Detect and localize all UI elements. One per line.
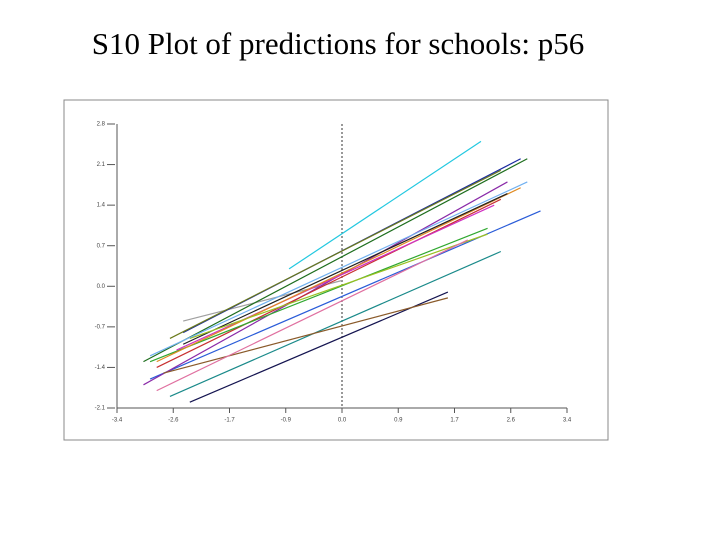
x-tick-label: 2.6 — [507, 418, 516, 424]
chart-title: S10 Plot of predictions for schools: p56 — [91, 26, 585, 61]
school-line — [189, 233, 488, 340]
school-line — [176, 204, 495, 351]
school-line — [143, 181, 508, 386]
y-tick-label: 2.1 — [97, 162, 106, 168]
school-line — [169, 169, 502, 339]
y-tick-label: -1.4 — [95, 365, 106, 371]
school-line — [182, 193, 508, 345]
x-tick-label: 0.0 — [338, 418, 347, 424]
y-tick-label: 0.0 — [97, 284, 106, 290]
y-tick-label: 1.4 — [97, 203, 106, 209]
school-line — [156, 198, 502, 368]
x-tick-label: -2.6 — [168, 418, 179, 424]
school-line — [189, 291, 449, 403]
y-tick-label: 0.7 — [97, 243, 106, 249]
school-line — [169, 250, 502, 397]
school-line — [143, 158, 528, 363]
x-tick-label: -0.9 — [281, 418, 292, 424]
school-line — [163, 297, 449, 374]
x-tick-label: -1.7 — [224, 418, 235, 424]
school-line — [149, 181, 528, 357]
x-tick-label: 1.7 — [450, 418, 459, 424]
school-line — [288, 140, 482, 270]
school-line — [156, 187, 521, 363]
x-tick-label: 0.9 — [394, 418, 403, 424]
x-tick-label: -3.4 — [112, 418, 123, 424]
school-line — [156, 239, 468, 392]
y-tick-label: -0.7 — [95, 324, 106, 330]
school-line — [149, 227, 488, 363]
y-tick-label: -2.1 — [95, 406, 106, 412]
x-tick-label: 3.4 — [563, 418, 572, 424]
y-tick-label: 2.8 — [97, 122, 106, 128]
